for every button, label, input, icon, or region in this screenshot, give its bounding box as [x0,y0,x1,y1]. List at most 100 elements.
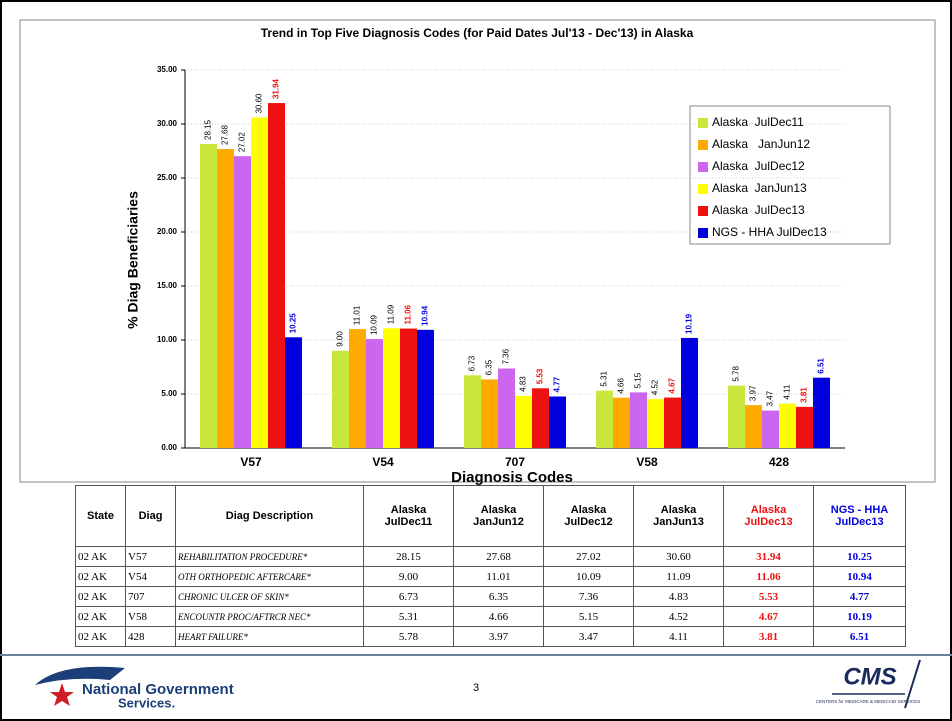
table-row: 02 AK V58 ENCOUNTR PROC/AFTRCR NEC* 5.31 4.6… [75,606,906,627]
table-cell: 27.02 [543,546,634,567]
cms-subtitle: CENTERS for MEDICARE & MEDICAID SERVICES [816,699,920,704]
table-cell: 4.83 [633,586,724,607]
cms-text: CMS [843,663,896,690]
bar [234,156,251,448]
data-label: 5.53 [536,368,545,384]
header-row: State Diag Diag Description Alaska JulDec11… [75,485,906,547]
bar [366,339,383,448]
table-cell: 10.94 [813,566,906,587]
bar [217,149,234,448]
legend-swatch [698,162,708,172]
table-row: 02 AK 707 CHRONIC ULCER OF SKIN* 6.73 6.35 7.… [75,586,906,607]
data-label: 4.67 [668,377,677,393]
table-cell: 428 [125,626,176,647]
table-cell: V57 [125,546,176,567]
data-label: 11.01 [353,305,362,325]
y-tick-label: 25.00 [157,173,178,182]
header-cell: Alaska JulDec11 [363,485,454,547]
data-label: 9.00 [336,331,345,347]
cms-slash [904,659,921,709]
data-table: State Diag Diag Description Alaska JulDec11… [75,485,906,647]
table-body: 02 AK V57 REHABILITATION PROCEDURE* 28.15 27… [75,546,906,647]
bar [251,117,268,449]
bar [400,328,417,448]
table-row: 02 AK V57 REHABILITATION PROCEDURE* 28.15 27… [75,546,906,567]
table-cell: 5.53 [723,586,814,607]
table-cell: 3.97 [453,626,544,647]
chart-title: Trend in Top Five Diagnosis Codes (for P… [261,26,694,40]
table-cell: 4.67 [723,606,814,627]
header-cell: Alaska JulDec13 [723,485,814,547]
data-label: 3.47 [766,390,775,406]
table-cell: REHABILITATION PROCEDURE* [175,546,364,567]
data-label: 4.66 [617,378,626,394]
table-cell: 5.78 [363,626,454,647]
bar [464,375,481,448]
y-tick-label: 5.00 [161,389,177,398]
legend-label: Alaska JulDec13 [712,203,805,217]
header-cell: Alaska JanJun13 [633,485,724,547]
data-label: 28.15 [204,119,213,140]
table-cell: 30.60 [633,546,724,567]
table-cell: HEART FAILURE* [175,626,364,647]
legend-label: Alaska JulDec11 [712,115,804,129]
legend-swatch [698,118,708,128]
data-label: 5.31 [600,371,609,387]
table-cell: 11.09 [633,566,724,587]
data-label: 10.09 [370,314,379,335]
table-cell: 02 AK [75,566,126,587]
header-cell: Diag [125,485,176,547]
table-cell: 27.68 [453,546,544,567]
bar [681,337,698,448]
legend-swatch [698,184,708,194]
table-cell: ENCOUNTR PROC/AFTRCR NEC* [175,606,364,627]
bar [549,396,566,448]
legend-box [689,105,891,245]
bar [796,406,813,448]
data-label: 3.81 [800,387,809,403]
table-cell: 6.73 [363,586,454,607]
x-tick-label: V57 [240,455,262,469]
y-tick-label: 35.00 [157,65,178,74]
table-cell: V58 [125,606,176,627]
table-cell: 11.06 [723,566,814,587]
table-cell: 10.19 [813,606,906,627]
table-cell: 5.15 [543,606,634,627]
data-label: 6.35 [485,359,494,375]
bar [779,403,796,448]
table-cell: V54 [125,566,176,587]
cms-logo: CMS CENTERS for MEDICARE & MEDICAID SERV… [816,659,921,709]
header-cell: Alaska JanJun12 [453,485,544,547]
bar [647,399,664,448]
bar [728,385,745,448]
bar [745,405,762,448]
table-cell: 02 AK [75,606,126,627]
bar [417,329,434,448]
data-label: 4.52 [651,379,660,395]
table-cell: 4.77 [813,586,906,607]
data-label: 10.94 [421,305,430,326]
data-label: 10.19 [685,313,694,334]
ngs-logo: National Government Services. [35,666,234,710]
data-label: 6.51 [817,358,826,374]
data-label: 11.06 [404,304,413,324]
bar [383,328,400,448]
x-axis-label: Diagnosis Codes [451,469,573,486]
bar [813,377,830,448]
logo-text: National Government [82,681,234,698]
legend-swatch [698,228,708,238]
table-cell: 02 AK [75,586,126,607]
data-label: 10.25 [289,313,298,334]
table-cell: 4.66 [453,606,544,627]
legend-swatch [698,206,708,216]
table-cell: 3.47 [543,626,634,647]
table-cell: 707 [125,586,176,607]
bar [268,103,285,448]
data-label: 5.78 [732,365,741,381]
data-label: 4.77 [553,376,562,392]
data-label: 31.94 [272,78,281,99]
bar [515,395,532,448]
